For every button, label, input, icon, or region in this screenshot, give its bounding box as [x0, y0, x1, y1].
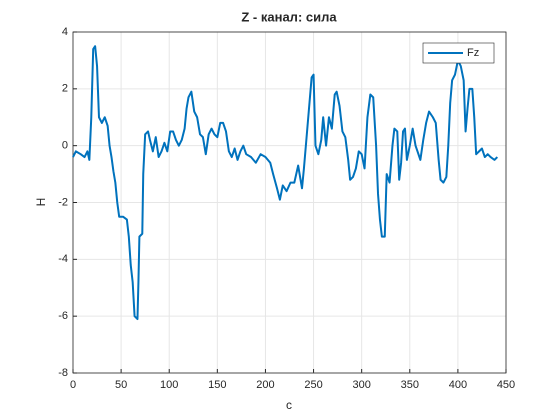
data-line	[72, 45, 499, 321]
axes-box	[72, 31, 507, 374]
x-tick-label: 350	[401, 379, 419, 391]
x-tick-label: 0	[70, 379, 76, 391]
x-tick-label: 450	[497, 379, 515, 391]
x-tick-label: 50	[115, 379, 127, 391]
x-tick-label: 100	[160, 379, 178, 391]
x-tick-label: 300	[352, 379, 370, 391]
x-tick-label: 150	[208, 379, 226, 391]
y-tick-label: -6	[58, 310, 68, 322]
y-tick-label: -2	[58, 196, 68, 208]
x-tick-label: 250	[304, 379, 322, 391]
legend-label: Fz	[467, 47, 479, 59]
y-tick-label: -4	[58, 253, 68, 265]
chart-title: Z - канал: сила	[241, 9, 337, 24]
y-axis-label: H	[34, 198, 48, 207]
x-tick-label: 400	[449, 379, 467, 391]
x-tick-label: 200	[256, 379, 274, 391]
y-tick-label: 2	[62, 83, 68, 95]
x-axis-label: c	[286, 398, 292, 412]
y-tick-label: -8	[58, 367, 68, 379]
y-tick-label: 4	[62, 26, 68, 38]
y-tick-label: 0	[62, 140, 68, 152]
